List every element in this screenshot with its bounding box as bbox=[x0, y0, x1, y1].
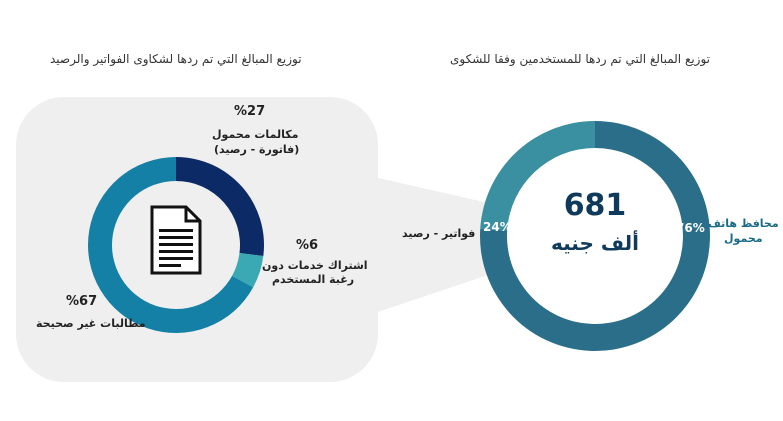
right-donut-slice-1 bbox=[480, 121, 595, 231]
slice-label-incorrect-claims-line1: مطالبات غير صحيحة bbox=[36, 317, 146, 330]
left-donut-slice-0 bbox=[176, 157, 264, 257]
slice-label-subscriptions-line1: اشتراك خدمات دون bbox=[262, 259, 368, 272]
left-donut-slice-2 bbox=[88, 157, 254, 333]
center-total-value: 681 bbox=[563, 188, 627, 223]
ring-percent-wallets: 76% bbox=[676, 221, 705, 235]
slice-label-mobile-calls-line1: مكالمات محمول bbox=[212, 128, 299, 141]
ring-percent-bills: 24% bbox=[483, 220, 512, 234]
left-donut-slice-1 bbox=[232, 253, 264, 288]
slice-label-wallets-line2: محمول bbox=[724, 232, 763, 245]
slice-label-mobile-calls-percent: %27 bbox=[234, 104, 266, 119]
slice-label-bills: فواتير - رصيد bbox=[402, 227, 476, 240]
right-chart-title: توزيع المبالغ التي تم ردها للمستخدمين وف… bbox=[450, 52, 711, 66]
slice-label-wallets-line1: محافظ هاتف bbox=[708, 217, 779, 230]
right-donut-chart bbox=[480, 121, 710, 351]
slice-label-incorrect-claims-percent: %67 bbox=[66, 294, 98, 309]
slice-label-subscriptions-percent: %6 bbox=[296, 238, 319, 253]
slice-label-subscriptions-line2: رغبة المستخدم bbox=[272, 273, 355, 286]
document-icon bbox=[150, 205, 202, 275]
left-donut-chart bbox=[88, 157, 264, 333]
left-chart-title: توزيع المبالغ التي تم ردها لشكاوى الفوات… bbox=[50, 52, 302, 66]
center-total-unit: ألف جنيه bbox=[550, 231, 640, 255]
slice-label-mobile-calls-line2: (فاتورة - رصيد) bbox=[214, 143, 300, 156]
